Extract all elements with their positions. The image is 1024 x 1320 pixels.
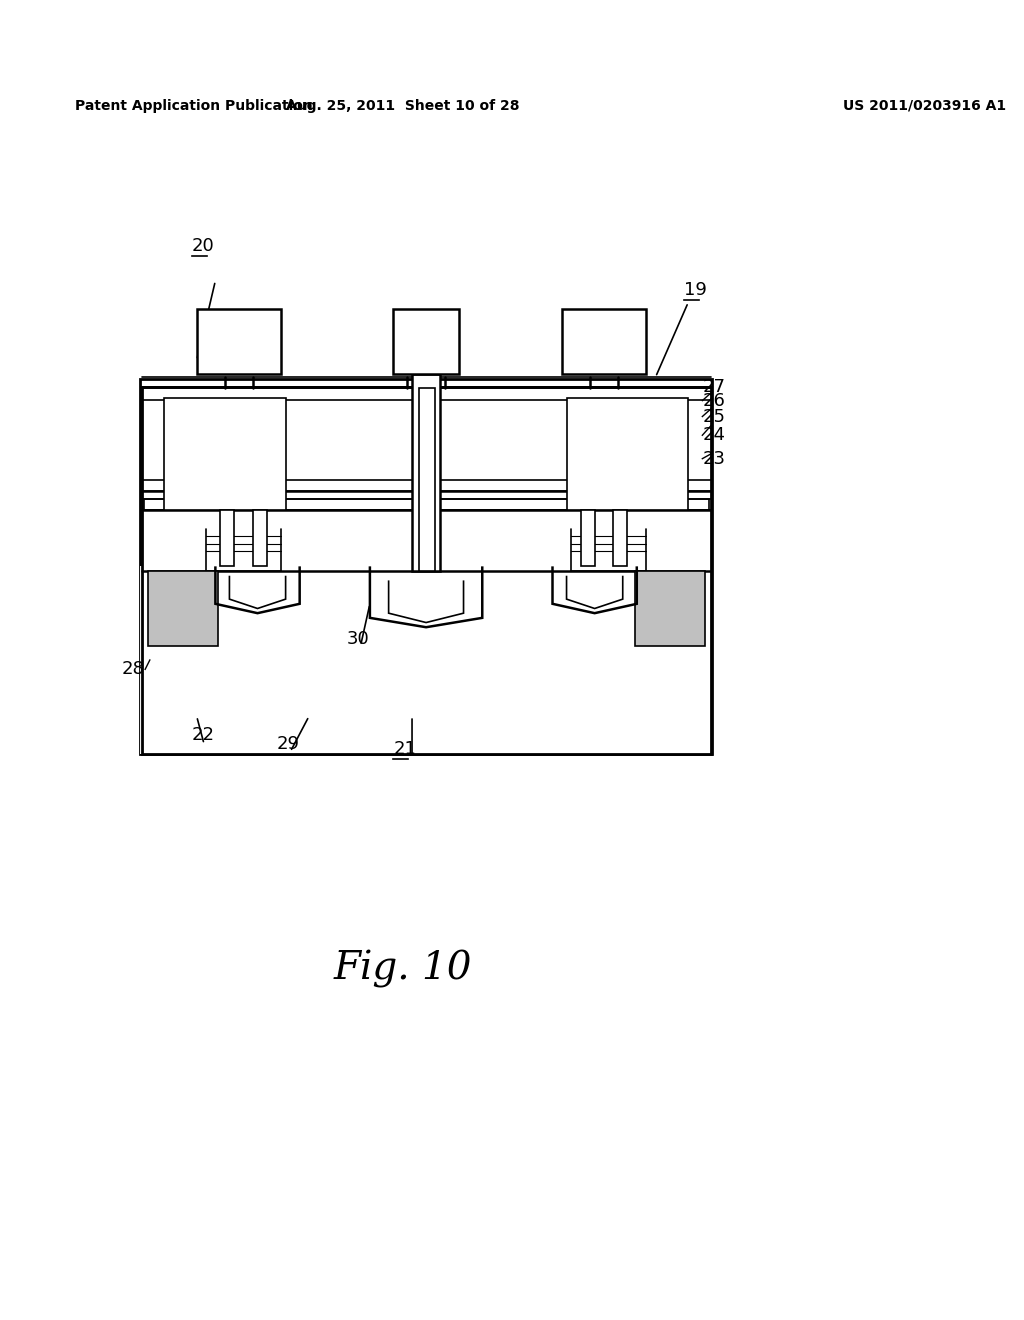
- Text: 30: 30: [346, 631, 370, 648]
- Text: Patent Application Publication: Patent Application Publication: [75, 99, 312, 112]
- Bar: [581, 510, 595, 566]
- Text: 23: 23: [702, 450, 725, 467]
- Bar: [164, 397, 286, 510]
- Bar: [635, 572, 706, 645]
- Bar: [220, 510, 234, 566]
- Bar: [140, 566, 712, 754]
- Text: 27: 27: [702, 378, 725, 396]
- Text: 22: 22: [191, 726, 215, 744]
- Bar: [197, 309, 281, 375]
- Text: 21: 21: [393, 741, 416, 758]
- Text: Fig. 10: Fig. 10: [334, 950, 472, 989]
- Text: 29: 29: [276, 735, 299, 754]
- Bar: [147, 572, 218, 645]
- Bar: [613, 510, 628, 566]
- Bar: [140, 379, 712, 754]
- Bar: [566, 397, 688, 510]
- Bar: [253, 510, 267, 566]
- Bar: [393, 309, 459, 375]
- Text: 26: 26: [702, 392, 725, 409]
- Bar: [412, 375, 440, 572]
- Text: 25: 25: [702, 408, 725, 425]
- Bar: [144, 572, 709, 752]
- Text: 20: 20: [191, 238, 215, 255]
- Bar: [144, 499, 709, 510]
- Bar: [142, 387, 711, 754]
- Text: 19: 19: [684, 281, 707, 300]
- Bar: [562, 309, 646, 375]
- Bar: [419, 388, 435, 572]
- Text: 28: 28: [122, 660, 144, 678]
- Text: US 2011/0203916 A1: US 2011/0203916 A1: [843, 99, 1006, 112]
- Text: Aug. 25, 2011  Sheet 10 of 28: Aug. 25, 2011 Sheet 10 of 28: [286, 99, 519, 112]
- Text: 24: 24: [702, 426, 725, 445]
